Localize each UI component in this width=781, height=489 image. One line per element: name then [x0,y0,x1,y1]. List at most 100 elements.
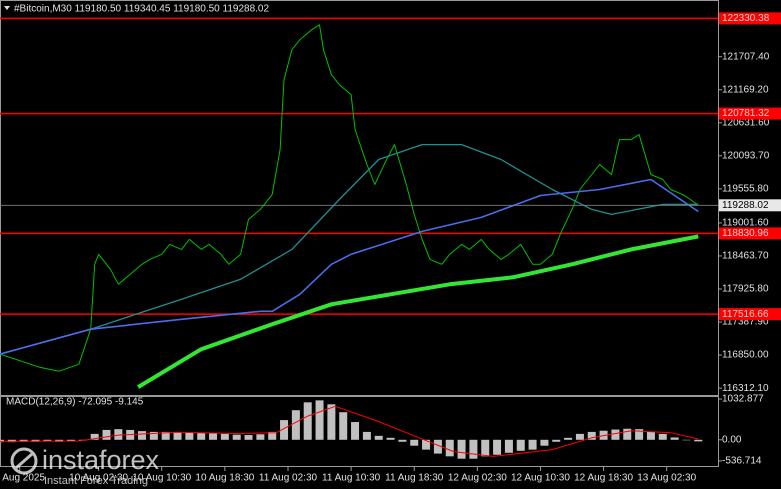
level-tag [719,227,781,240]
price-line [0,24,699,372]
histogram-bar [197,433,206,440]
y-tick-label: 116312.10 [722,383,769,394]
histogram-bar [280,420,289,440]
chart-title: #Bitcoin,M30 119180.50 119340.45 119180.… [14,4,269,15]
y-tick-label: 1032.877 [722,394,764,405]
histogram-bar [587,431,596,440]
main-frame [0,0,719,396]
histogram-bar [658,433,667,440]
y-tick-label: 121707.40 [722,51,770,62]
x-tick-label: 11 Aug 10:30 [322,473,381,484]
level-label: 122330.38 [722,13,770,24]
histogram-bar [220,433,229,440]
current-price-tag [719,199,781,212]
histogram-bar [90,433,99,440]
y-tick-label: 120631.60 [722,117,770,128]
histogram-bar [540,439,549,446]
histogram-bar [209,433,218,440]
level-tag [719,107,781,120]
price-line [137,234,699,389]
watermark-tagline: Instant Forex Trading [44,475,148,487]
histogram-bar [362,431,371,440]
histogram-bar [504,439,513,453]
histogram-bar [256,434,265,440]
histogram-bar [445,439,454,457]
x-tick-label: 12 Aug 18:30 [574,473,633,484]
histogram-bar [102,429,111,440]
current-price-label: 119288.02 [722,200,769,211]
histogram-bar [386,437,395,440]
histogram-bar [327,404,336,440]
histogram-bar [646,431,655,440]
x-tick-label: 11 Aug 18:30 [385,473,444,484]
y-tick-label: 119555.80 [722,183,769,194]
y-tick-label: -536.714 [722,456,762,467]
histogram-bar [291,410,300,440]
histogram-bar [682,439,691,441]
histogram-bar [552,439,561,442]
y-tick-label: 120093.70 [722,150,770,161]
level-tag [719,12,781,25]
histogram-bar [469,439,478,459]
histogram-bar [575,433,584,440]
histogram-bar [185,432,194,440]
histogram-bar [232,434,241,440]
histogram-bar [635,429,644,440]
histogram-bar [149,431,158,440]
histogram-bar [303,402,312,440]
y-tick-label: 0.00 [722,434,742,445]
watermark-icon-stroke [15,452,33,470]
y-tick-label: 121169.20 [722,84,769,95]
macd-frame [0,396,719,467]
histogram-bar [43,439,52,442]
histogram-bar [457,439,466,459]
histogram-bar [161,431,170,440]
histogram-bar [433,439,442,454]
signal-line [0,405,699,457]
level-label: 117516.66 [722,309,769,320]
histogram-bar [315,400,324,440]
histogram-bar [516,439,525,451]
price-line [0,178,699,355]
level-tag [719,308,781,321]
histogram-bar [374,435,383,440]
x-tick-label: 10 Aug 18:30 [195,473,254,484]
histogram-bar [138,431,147,440]
histogram-bar [670,437,679,440]
menu-arrow [4,6,10,10]
histogram-bar [19,439,28,442]
histogram-bar [493,439,502,455]
histogram-bar [611,429,620,440]
histogram-bar [398,439,407,442]
x-tick-label: 10 Aug 10:30 [132,473,191,484]
histogram-bar [564,437,573,440]
histogram-bar [422,439,431,450]
watermark-icon [10,447,38,475]
level-label: 120781.32 [722,108,770,119]
histogram-bar [173,432,182,440]
histogram-bar [268,431,277,440]
y-tick-label: 117925.80 [722,284,769,295]
y-tick-label: 119001.60 [722,218,769,229]
histogram-bar [623,428,632,440]
macd-title: MACD(12,26,9) -72.095 -9.145 [6,397,144,408]
histogram-bar [528,439,537,450]
histogram-bar [244,435,253,440]
histogram-bar [694,439,703,442]
level-label: 118830.96 [722,228,769,239]
histogram-bar [114,429,123,440]
x-tick-label: 10 Aug 02:30 [69,473,128,484]
y-tick-label: 116850.00 [722,350,769,361]
price-line [0,143,699,355]
x-tick-label: 13 Aug 02:30 [637,473,696,484]
histogram-bar [481,439,490,457]
y-tick-label: 117387.90 [722,317,769,328]
y-tick-label: 118463.70 [722,251,769,262]
histogram-bar [339,412,348,440]
x-tick-label: 9 Aug 2025 [0,473,45,484]
watermark: instaforex Instant Forex Trading [10,445,160,487]
watermark-brand: instaforex [42,445,160,475]
x-tick-label: 12 Aug 02:30 [448,473,507,484]
